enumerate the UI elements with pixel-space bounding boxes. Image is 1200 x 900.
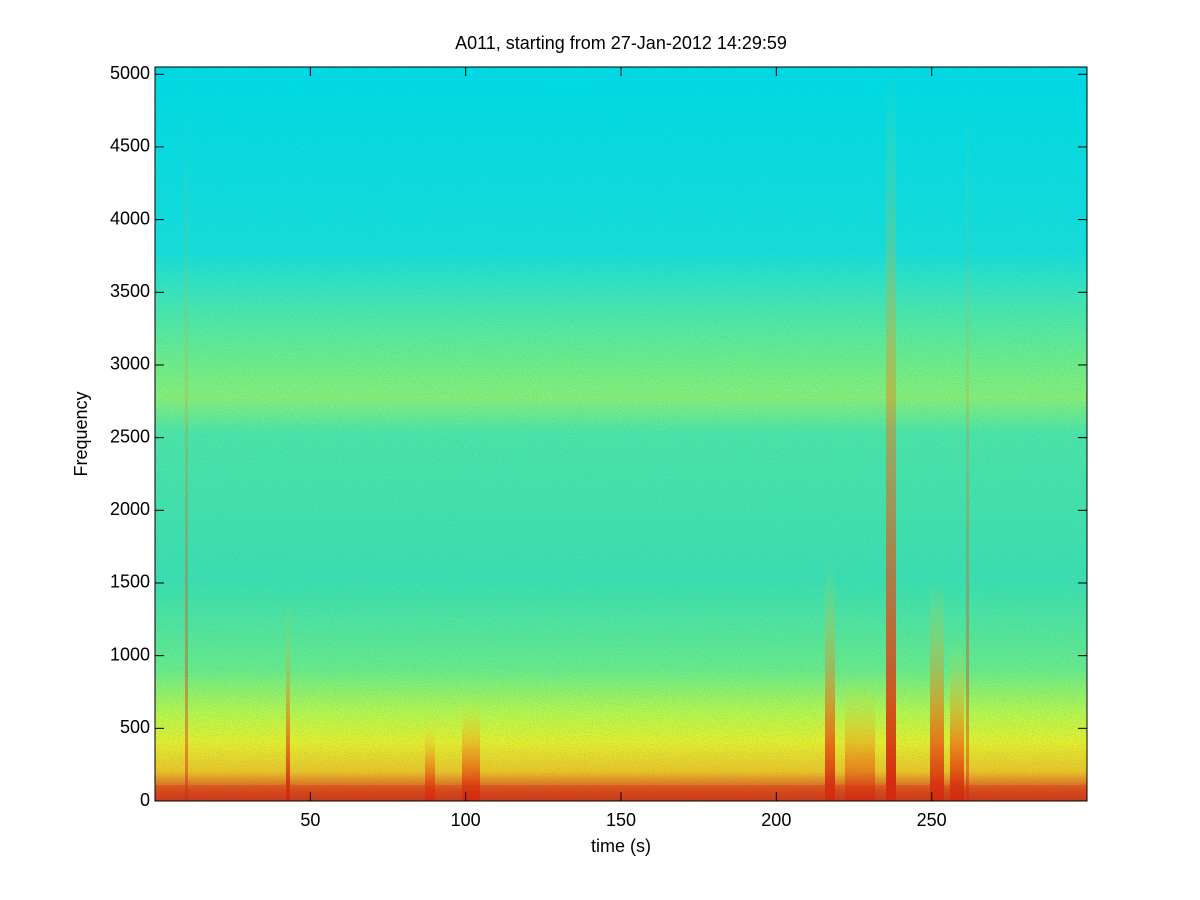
x-tick-label: 250	[917, 810, 947, 830]
y-tick-label: 2000	[110, 499, 150, 519]
y-tick-label: 3500	[110, 281, 150, 301]
x-tick-label: 150	[606, 810, 636, 830]
y-tick-label: 4500	[110, 136, 150, 156]
y-tick-label: 1500	[110, 572, 150, 592]
spectrogram-noise	[155, 67, 1087, 801]
y-tick-label: 1000	[110, 644, 150, 664]
y-tick-label: 5000	[110, 63, 150, 83]
x-tick-label: 100	[451, 810, 481, 830]
x-tick-label: 200	[761, 810, 791, 830]
y-tick-label: 2500	[110, 426, 150, 446]
x-tick-label: 50	[300, 810, 320, 830]
y-tick-label: 3000	[110, 354, 150, 374]
y-tick-label: 4000	[110, 208, 150, 228]
y-tick-label: 0	[140, 790, 150, 810]
x-axis-label: time (s)	[591, 836, 651, 856]
y-tick-label: 500	[120, 717, 150, 737]
chart-title: A011, starting from 27-Jan-2012 14:29:59	[455, 33, 787, 53]
spectrogram-image	[155, 67, 1087, 801]
y-axis-label: Frequency	[71, 391, 91, 476]
